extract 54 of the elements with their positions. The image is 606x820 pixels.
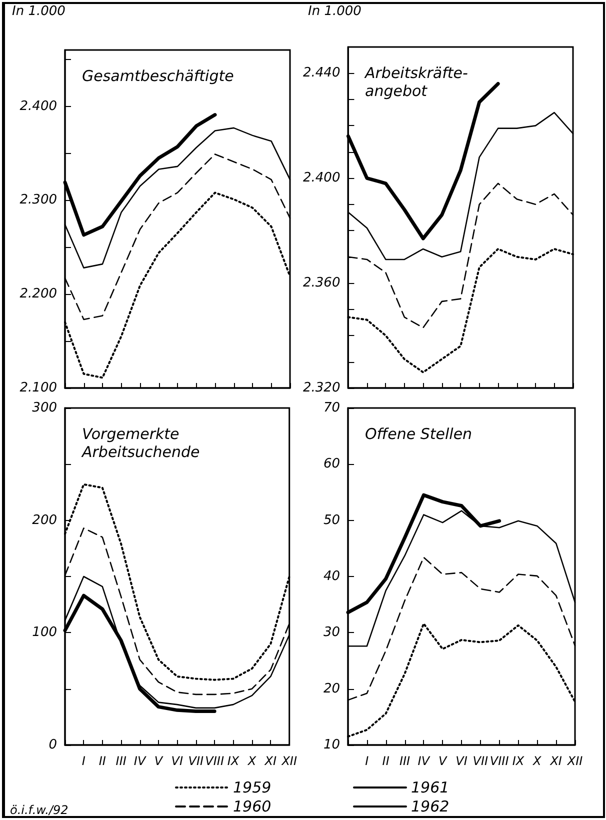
x-tick-label: II	[382, 754, 390, 768]
x-tick-label: V	[438, 754, 448, 768]
y-tick-label: 2.300	[20, 192, 57, 208]
x-tick-label: XI	[549, 754, 562, 768]
x-tick-label: VIII	[490, 754, 510, 768]
x-tick-label: IV	[418, 754, 430, 768]
text: ö.i.f.w./92	[10, 803, 68, 817]
y-axis-title: In 1.000	[308, 4, 362, 19]
y-tick-label: 50	[323, 512, 340, 528]
x-tick-label: VII	[188, 754, 204, 768]
text: Offene Stellen	[365, 425, 472, 443]
x-tick-label: III	[399, 754, 411, 768]
y-tick-label: 2.200	[20, 286, 57, 302]
legend-label: 1962	[411, 798, 450, 816]
legend-label: 1959	[233, 778, 272, 796]
text: Vorgemerkte Arbeitsuchende	[81, 425, 200, 461]
x-tick-label: VI	[171, 754, 184, 768]
y-tick-label: 20	[323, 681, 340, 696]
y-axis-title: In 1.000	[12, 4, 66, 19]
y-tick-label: 40	[323, 569, 340, 584]
y-tick-label: 0	[48, 738, 57, 752]
y-tick-label: 300	[32, 400, 57, 416]
y-tick-label: 2.400	[20, 98, 57, 114]
x-tick-label: IX	[227, 754, 240, 768]
legend-label: 1960	[233, 798, 272, 816]
x-tick-label: VII	[472, 754, 489, 768]
x-tick-label: XII	[566, 754, 584, 768]
y-tick-label: 200	[32, 512, 57, 528]
x-tick-label: VIII	[205, 754, 224, 768]
x-tick-label: XI	[264, 754, 277, 768]
x-tick-label: V	[154, 754, 164, 768]
y-tick-label: 2.100	[20, 380, 57, 396]
x-tick-label: II	[98, 754, 106, 768]
x-tick-label: X	[532, 754, 542, 768]
y-tick-label: 70	[323, 400, 340, 416]
legend-label: 1961	[411, 778, 450, 796]
x-tick-label: X	[246, 754, 257, 768]
text: Gesamtbeschäftigte	[82, 67, 234, 85]
y-tick-label: 2.440	[303, 66, 340, 81]
x-tick-label: XII	[280, 754, 298, 768]
y-tick-label: 30	[323, 625, 340, 640]
y-tick-label: 100	[32, 625, 57, 640]
x-tick-label: IX	[512, 754, 525, 768]
x-tick-label: I	[82, 754, 86, 768]
y-tick-label: 2.360	[303, 276, 340, 291]
y-tick-label: 2.320	[303, 380, 340, 396]
y-tick-label: 60	[323, 456, 340, 472]
x-tick-label: VI	[456, 754, 468, 768]
y-tick-label: 10	[323, 738, 340, 752]
text: Arbeitskräfte- angebot	[364, 64, 468, 100]
x-tick-label: I	[365, 754, 370, 768]
x-tick-label: III	[116, 754, 127, 768]
x-tick-label: IV	[134, 754, 146, 768]
y-tick-label: 2.400	[303, 170, 340, 186]
